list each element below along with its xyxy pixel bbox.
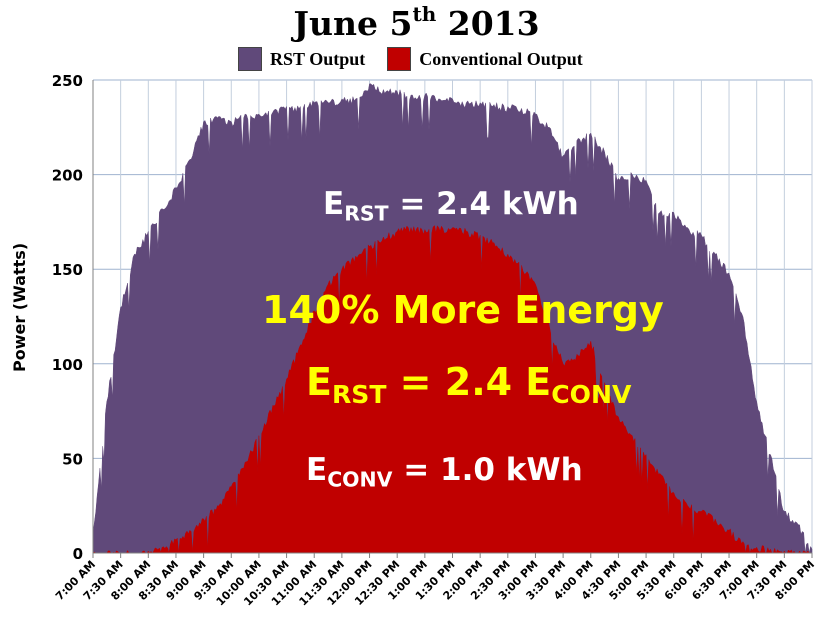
legend-label-conventional: Conventional Output — [419, 48, 583, 69]
y-tick-label-100: 100 — [52, 356, 83, 374]
legend-swatch-conventional — [387, 47, 412, 71]
annotation-e-rst-kwh: ERST = 2.4 kWh — [323, 186, 579, 226]
chart-title: June 5th 2013 — [293, 2, 540, 43]
annotation-e-conv-kwh: ECONV = 1.0 kWh — [306, 452, 583, 492]
y-tick-label-0: 0 — [73, 545, 83, 563]
legend-item-rst: RST Output — [238, 47, 365, 71]
y-tick-label-150: 150 — [52, 261, 83, 279]
annotation-ratio: ERST = 2.4 ECONV — [306, 360, 632, 410]
annotation-more-energy: 140% More Energy — [262, 288, 664, 332]
y-tick-label-50: 50 — [62, 450, 83, 468]
y-tick-label-250: 250 — [52, 72, 83, 90]
legend: RST Output Conventional Output — [238, 47, 605, 71]
legend-label-rst: RST Output — [270, 48, 366, 69]
legend-swatch-rst — [238, 47, 262, 71]
y-tick-label-200: 200 — [52, 167, 83, 185]
legend-item-conventional: Conventional Output — [387, 47, 583, 71]
area-series-conventional-output — [92, 225, 813, 554]
